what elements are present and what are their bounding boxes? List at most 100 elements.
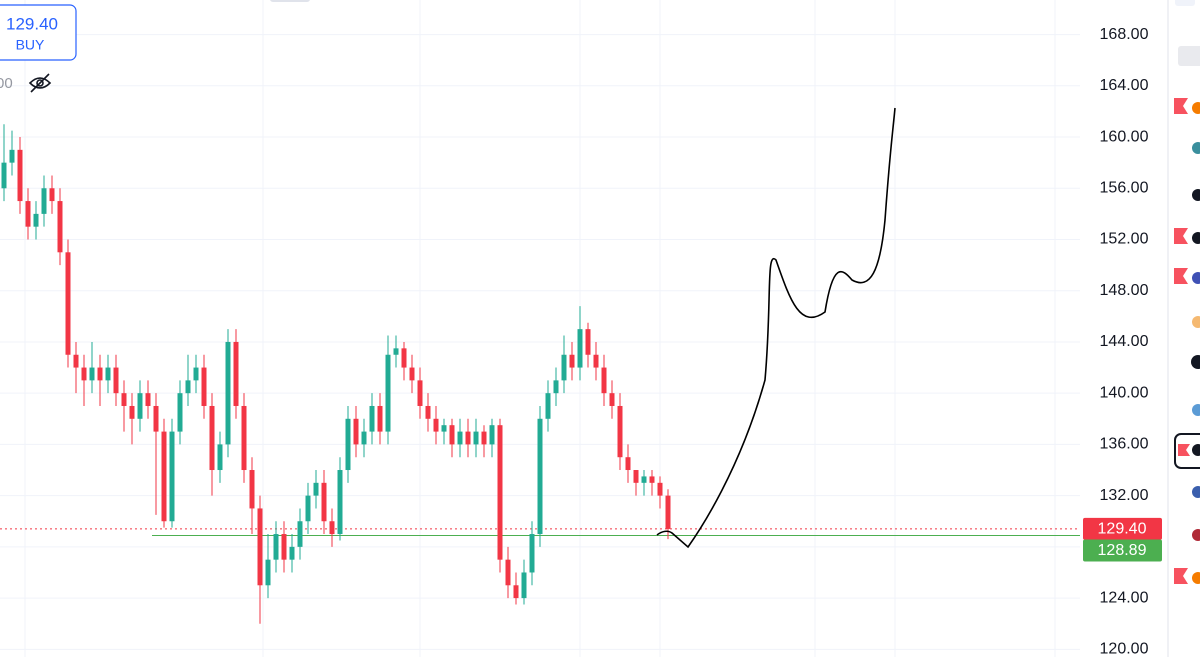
- candle-body: [377, 405, 383, 432]
- symbol-icon: [1192, 142, 1200, 154]
- symbol-icon: [1192, 232, 1200, 244]
- candle-body: [97, 367, 103, 381]
- candle-body: [129, 405, 135, 419]
- y-tick-label: 140.00: [1100, 384, 1149, 401]
- candle-body: [177, 393, 183, 432]
- candle-body: [513, 585, 519, 599]
- top-handle: [270, 0, 310, 2]
- candle-body: [33, 213, 39, 227]
- y-tick-label: 136.00: [1100, 436, 1149, 453]
- partial-label: 00: [0, 75, 13, 92]
- candle-body: [121, 393, 127, 406]
- price-label: 128.89: [1098, 542, 1147, 559]
- candle-body: [481, 431, 487, 445]
- price-label-box: [1083, 517, 1162, 540]
- symbol-icon: [1192, 404, 1200, 416]
- y-tick-label: 160.00: [1100, 128, 1149, 145]
- candle-body: [465, 431, 471, 445]
- candle-body: [297, 521, 303, 547]
- symbol-icon: [1192, 486, 1200, 498]
- candle-body: [241, 405, 247, 471]
- flag-icon: [1174, 98, 1188, 114]
- buy-button[interactable]: [0, 4, 77, 61]
- y-tick-label: 164.00: [1100, 77, 1149, 94]
- candle-body: [353, 418, 359, 445]
- candle-body: [57, 201, 63, 253]
- candle-body: [561, 354, 567, 381]
- candle-body: [425, 405, 431, 419]
- candle-body: [105, 367, 111, 381]
- candle-body: [137, 393, 143, 419]
- candle-body: [17, 149, 23, 202]
- candle-body: [665, 495, 671, 529]
- selected-item[interactable]: [1174, 433, 1200, 469]
- candle-body: [505, 559, 511, 586]
- flag-icon: [1178, 444, 1190, 456]
- candle-body: [625, 457, 631, 471]
- eye-pupil: [36, 79, 44, 87]
- candle-body: [369, 405, 375, 432]
- symbol-icon: [1191, 355, 1200, 369]
- freehand-drawing: [656, 107, 896, 549]
- candle-body: [553, 380, 559, 394]
- candle-body: [473, 431, 479, 445]
- candle-body: [585, 329, 591, 355]
- candle-body: [25, 201, 31, 227]
- candle-body: [73, 354, 79, 368]
- candle-body: [601, 367, 607, 394]
- candle-body: [169, 431, 175, 522]
- buy-label: BUY: [16, 37, 45, 53]
- candle-body: [345, 418, 351, 471]
- candle-body: [49, 188, 55, 202]
- candle-body: [273, 534, 279, 560]
- flag-icon: [1174, 568, 1188, 584]
- hide-icon[interactable]: [28, 73, 52, 93]
- candle-body: [457, 431, 463, 445]
- candle-body: [209, 405, 215, 471]
- y-tick-label: 120.00: [1100, 641, 1149, 657]
- candle-body: [1, 162, 7, 189]
- candle-body: [281, 534, 287, 560]
- candle-body: [65, 252, 71, 355]
- y-tick-label: 148.00: [1100, 282, 1149, 299]
- candle-body: [577, 329, 583, 368]
- candle-body: [337, 470, 343, 535]
- panel-item: [1175, 0, 1195, 6]
- price-label: 129.40: [1098, 521, 1147, 538]
- candle-body: [201, 367, 207, 406]
- price-label-box: [1083, 539, 1162, 562]
- candle-body: [193, 367, 199, 381]
- candle-body: [257, 508, 263, 586]
- symbol-icon: [1192, 529, 1200, 541]
- candle-body: [633, 470, 639, 483]
- candle-body: [329, 521, 335, 535]
- candle-body: [321, 482, 327, 522]
- y-tick-label: 168.00: [1100, 26, 1149, 43]
- candle-body: [233, 341, 239, 406]
- y-tick-label: 152.00: [1100, 231, 1149, 248]
- candle-body: [393, 348, 399, 355]
- symbol-icon: [1192, 316, 1200, 328]
- candle-body: [361, 431, 367, 445]
- candle-layer: [1, 124, 671, 624]
- y-tick-label: 124.00: [1100, 589, 1149, 606]
- candle-body: [537, 418, 543, 535]
- grid-layer: [0, 34, 1080, 650]
- candle-body: [113, 367, 119, 394]
- candle-body: [217, 444, 223, 471]
- candle-body: [529, 534, 535, 573]
- y-tick-label: 132.00: [1100, 487, 1149, 504]
- symbol-icon: [1192, 102, 1200, 114]
- time-grid: [24, 0, 1056, 657]
- candle-body: [161, 431, 167, 522]
- symbol-icon: [1192, 572, 1200, 584]
- candle-body: [497, 425, 503, 560]
- symbol-icon: [1192, 189, 1200, 201]
- buy-price: 129.40: [6, 14, 58, 33]
- symbol-icon: [1192, 272, 1200, 284]
- panel-item: [1178, 46, 1200, 66]
- candle-body: [569, 354, 575, 368]
- flag-icon: [1174, 228, 1188, 244]
- candle-body: [545, 393, 551, 419]
